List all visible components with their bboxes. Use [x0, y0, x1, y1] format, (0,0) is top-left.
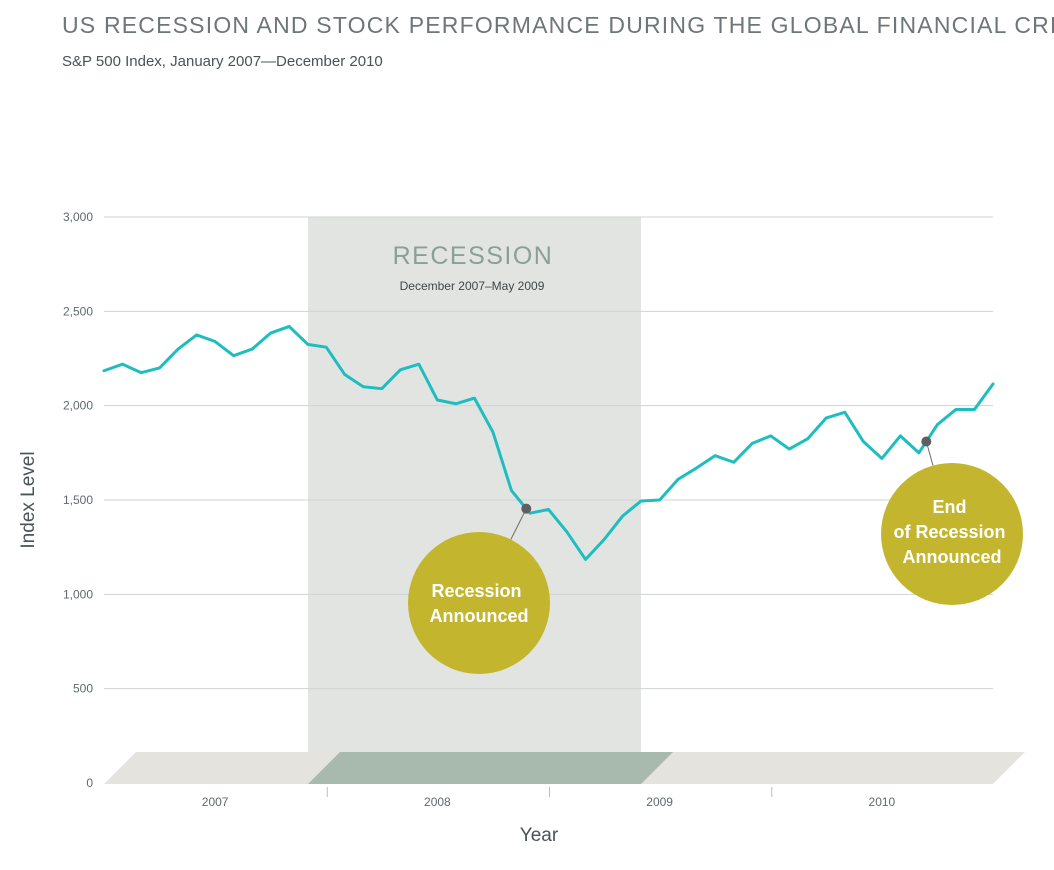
- x-axis-year-labels: 2007 2008 2009 2010: [202, 795, 896, 809]
- end-of-recession-line-2: of Recession: [893, 522, 1005, 542]
- y-tick-label: 500: [73, 682, 93, 696]
- x-tick-label: 2010: [869, 795, 896, 809]
- recession-announced-line-2: Announced: [430, 606, 529, 626]
- end-of-recession-line-3: Announced: [903, 547, 1002, 567]
- y-tick-label: 1,500: [63, 493, 93, 507]
- chart-title: US RECESSION AND STOCK PERFORMANCE DURIN…: [62, 12, 1054, 39]
- end-of-recession-text: End of Recession Announced: [893, 497, 1010, 567]
- year-dividers: [326, 787, 773, 797]
- recession-announced-text: Recession Announced: [430, 581, 529, 626]
- y-tick-label: 0: [86, 776, 93, 790]
- y-tick-label: 1,000: [63, 587, 93, 601]
- chart-subtitle: S&P 500 Index, January 2007—December 201…: [62, 53, 383, 70]
- end-of-recession-bubble: [881, 463, 1023, 605]
- recession-dates: December 2007–May 2009: [400, 279, 545, 293]
- y-axis-title: Index Level: [18, 451, 39, 548]
- x-tick-label: 2007: [202, 795, 229, 809]
- sp500-line: [102, 324, 995, 561]
- x-axis-title: Year: [520, 825, 559, 846]
- end-of-recession-marker: [921, 436, 932, 447]
- y-tick-label: 3,000: [63, 210, 93, 224]
- gridlines: [104, 216, 993, 690]
- y-tick-label: 2,500: [63, 304, 93, 318]
- recession-floor-highlight: [308, 752, 673, 784]
- y-axis-tick-labels: 0 500 1,000 1,500 2,000 2,500 3,000: [63, 210, 93, 790]
- x-tick-label: 2009: [646, 795, 673, 809]
- recession-announced-line-1: Recession: [431, 581, 521, 601]
- recession-announced-marker: [521, 503, 532, 514]
- chart-title-text: US RECESSION AND STOCK PERFORMANCE DURIN…: [62, 12, 1054, 38]
- recession-announced-bubble: [408, 532, 550, 674]
- end-of-recession-line-1: End: [932, 497, 966, 517]
- y-tick-label: 2,000: [63, 399, 93, 413]
- recession-label: RECESSION: [393, 242, 554, 270]
- recession-announced-leader: [510, 508, 527, 540]
- x-tick-label: 2008: [424, 795, 451, 809]
